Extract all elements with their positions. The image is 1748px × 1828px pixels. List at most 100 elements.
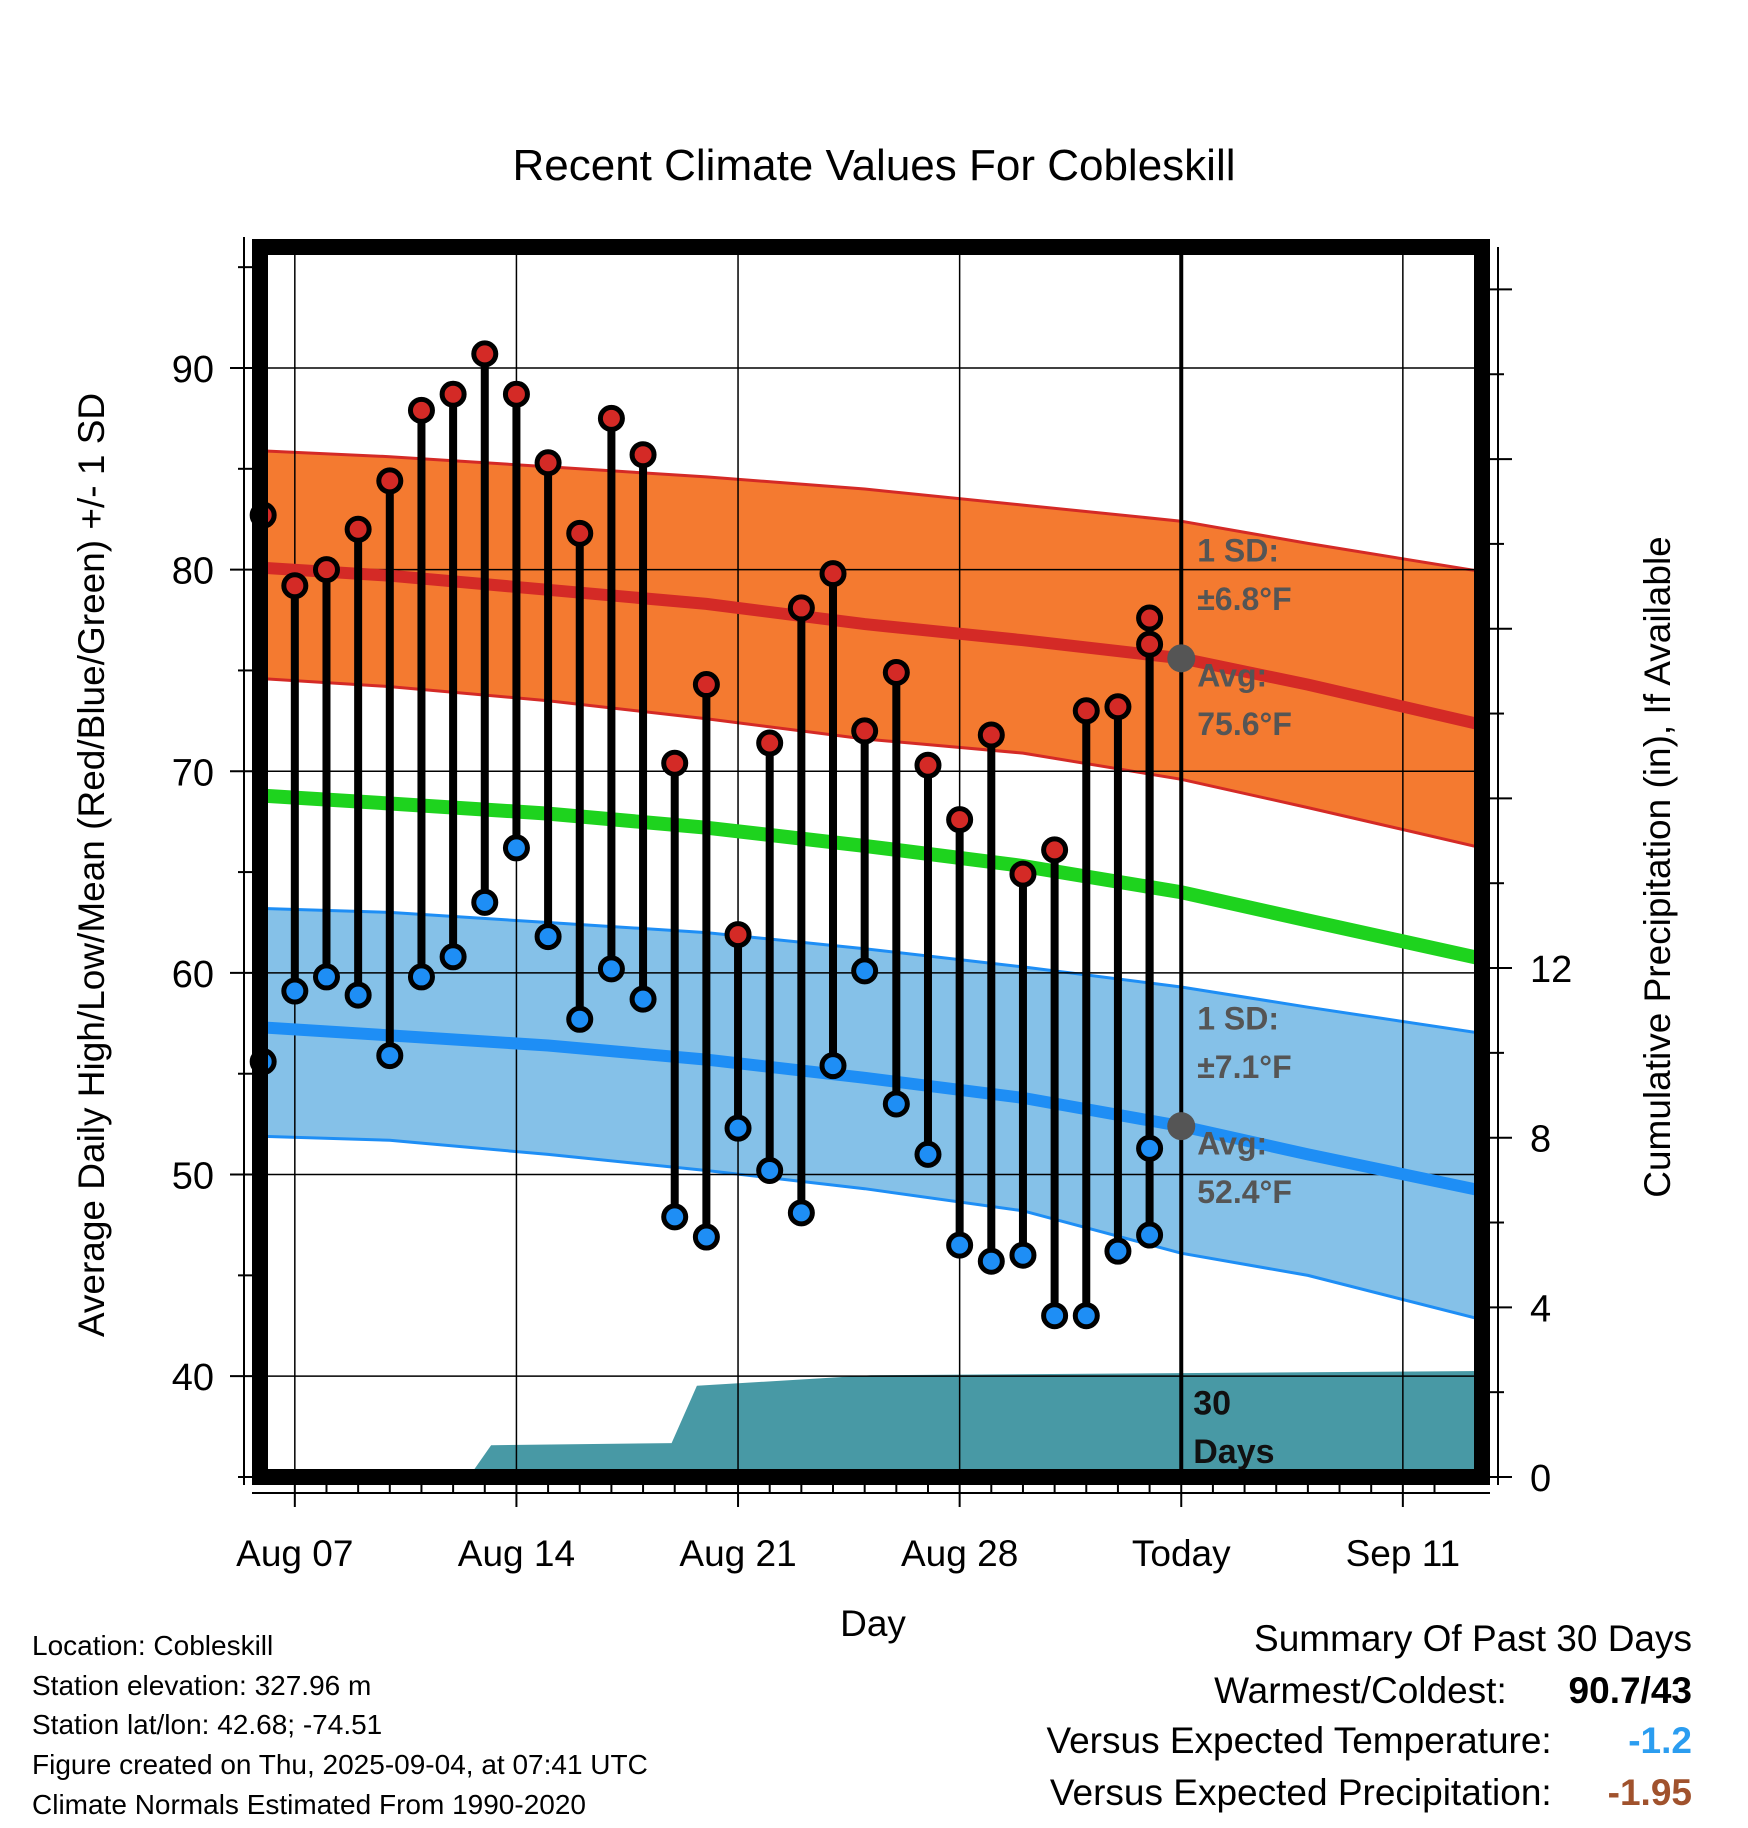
precip-days-label: Days <box>1193 1433 1274 1471</box>
summary-precip-value: -1.95 <box>1607 1772 1692 1813</box>
low-point <box>1136 1221 1164 1249</box>
high-point <box>1009 860 1037 888</box>
meta-location: Location: Cobleskill <box>32 1630 274 1661</box>
high-avg-label: Avg: <box>1197 658 1267 694</box>
high-point <box>914 751 942 779</box>
y2-tick-label: 12 <box>1530 949 1572 991</box>
low-point <box>312 963 340 991</box>
high-point <box>882 658 910 686</box>
high-point <box>281 572 309 600</box>
low-point <box>787 1199 815 1227</box>
low-avg-value: 52.4°F <box>1197 1174 1292 1210</box>
y2-axis-label: Cumulative Precipitation (in), If Availa… <box>1637 536 1678 1198</box>
high-point <box>787 594 815 622</box>
low-point <box>1041 1302 1069 1330</box>
high-point <box>819 560 847 588</box>
high-point <box>344 515 372 543</box>
low-sd-label: 1 SD: <box>1197 1000 1279 1036</box>
x-axis-label: Day <box>840 1603 906 1644</box>
low-point <box>819 1052 847 1080</box>
low-point <box>376 1042 404 1070</box>
y-tick-label: 90 <box>172 349 214 391</box>
y-tick-label: 60 <box>172 954 214 996</box>
high-point <box>692 671 720 699</box>
low-point <box>1072 1302 1100 1330</box>
summary-temp-row: Versus Expected Temperature: -1.2 <box>1046 1720 1692 1762</box>
low-point <box>502 834 530 862</box>
high-point <box>629 441 657 469</box>
high-point <box>756 729 784 757</box>
today-low-avg-marker <box>1167 1112 1196 1141</box>
high-point <box>946 806 974 834</box>
plot-frame <box>252 239 1490 1485</box>
meta-latlon: Station lat/lon: 42.68; -74.51 <box>32 1709 383 1740</box>
y2-tick-label: 0 <box>1530 1458 1551 1500</box>
high-normal-line <box>260 561 1482 731</box>
low-point <box>1136 1134 1164 1162</box>
high-point <box>851 717 879 745</box>
summary-precip-label: Versus Expected Precipitation: <box>1049 1772 1552 1813</box>
high-point <box>534 449 562 477</box>
high-point <box>1041 836 1069 864</box>
low-point <box>946 1231 974 1259</box>
high-point <box>502 380 530 408</box>
high-sd-value: ±6.8°F <box>1197 581 1291 617</box>
low-point <box>281 977 309 1005</box>
plot-area: 1 SD: ±6.8°F Avg: 75.6°F 1 SD: ±7.1°F Avg: 52.4… <box>172 237 1572 1574</box>
summary-precip-row: Versus Expected Precipitation: -1.95 <box>1050 1772 1692 1814</box>
high-point <box>471 340 499 368</box>
high-point <box>312 556 340 584</box>
high-point <box>1072 697 1100 725</box>
low-point <box>566 1005 594 1033</box>
high-point <box>407 396 435 424</box>
x-tick-label: Aug 07 <box>236 1533 353 1574</box>
low-point <box>882 1090 910 1118</box>
high-sd-label: 1 SD: <box>1197 533 1279 569</box>
summary-temp-label: Versus Expected Temperature: <box>1046 1720 1552 1761</box>
y2-tick-label: 4 <box>1530 1288 1551 1330</box>
summary-warm-label: Warmest/Coldest: <box>1214 1670 1507 1711</box>
high-upper-edge <box>260 449 1482 574</box>
low-point <box>597 955 625 983</box>
high-sd-band <box>260 450 1482 848</box>
low-lower-edge <box>260 1134 1482 1322</box>
high-point <box>1136 630 1164 658</box>
summary-warm-row: Warmest/Coldest: 90.7/43 <box>1214 1670 1692 1712</box>
chart-title: Recent Climate Values For Cobleskill <box>512 141 1235 190</box>
high-point <box>724 921 752 949</box>
summary-title: Summary Of Past 30 Days <box>1254 1618 1692 1659</box>
high-point <box>661 749 689 777</box>
low-point <box>756 1157 784 1185</box>
low-point <box>661 1203 689 1231</box>
low-point <box>1104 1237 1132 1265</box>
high-point <box>1104 693 1132 721</box>
high-avg-value: 75.6°F <box>1197 706 1292 742</box>
high-point <box>1136 604 1164 632</box>
low-point <box>724 1114 752 1142</box>
low-point <box>629 985 657 1013</box>
today-high-avg-marker <box>1167 644 1196 673</box>
low-point <box>471 888 499 916</box>
low-point <box>1009 1241 1037 1269</box>
low-sd-band <box>260 908 1482 1320</box>
y-axis-label: Average Daily High/Low/Mean (Red/Blue/Gr… <box>71 393 112 1337</box>
precip-days-number: 30 <box>1193 1384 1231 1422</box>
low-point <box>439 943 467 971</box>
y-tick-label: 50 <box>172 1156 214 1198</box>
low-normal-line <box>260 1021 1482 1197</box>
high-point <box>439 380 467 408</box>
low-point <box>977 1247 1005 1275</box>
low-point <box>914 1140 942 1168</box>
high-point <box>566 519 594 547</box>
high-point <box>597 404 625 432</box>
meta-created: Figure created on Thu, 2025-09-04, at 07… <box>32 1749 648 1780</box>
y-tick-label: 70 <box>172 752 214 794</box>
low-point <box>344 981 372 1009</box>
x-tick-label: Today <box>1132 1533 1231 1574</box>
high-point <box>376 467 404 495</box>
summary-temp-value: -1.2 <box>1628 1720 1692 1761</box>
low-point <box>407 963 435 991</box>
meta-normals: Climate Normals Estimated From 1990-2020 <box>32 1789 586 1820</box>
low-avg-label: Avg: <box>1197 1125 1267 1161</box>
